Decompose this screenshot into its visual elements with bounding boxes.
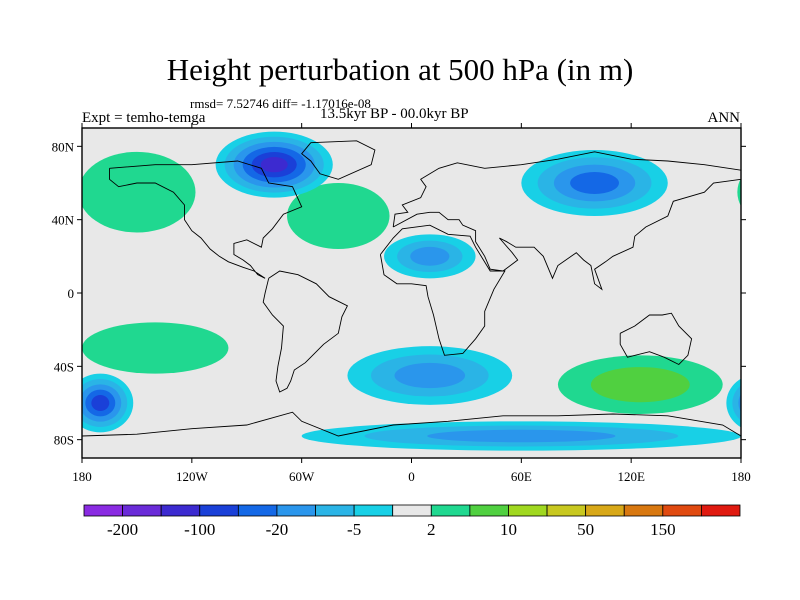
- n-pacific-high-contour: [737, 178, 741, 207]
- lon-tick-label: 120W: [176, 469, 209, 484]
- plot-title: Height perturbation at 500 hPa (in m): [166, 52, 634, 87]
- lat-tick-label: 0: [68, 286, 75, 301]
- sw-pacific-low-contour: [732, 385, 741, 421]
- antarctic-low-contour: [427, 429, 616, 443]
- colorbar-swatch: [469, 504, 509, 517]
- coast-greenland: [301, 140, 376, 180]
- colorbar-swatch: [392, 504, 432, 517]
- colorbar-swatch: [623, 504, 664, 517]
- n-america-low-contour: [260, 157, 288, 173]
- colorbar-label: 2: [427, 520, 436, 539]
- colorbar-swatch: [315, 504, 355, 517]
- n-africa-low-contour: [410, 246, 450, 266]
- colorbar-label: 50: [577, 520, 594, 539]
- colorbar-label: -5: [347, 520, 361, 539]
- colorbar-swatch: [122, 504, 162, 517]
- colorbar-swatch: [430, 504, 471, 517]
- colorbar-swatch: [701, 504, 741, 517]
- n-atlantic-ridge-contour: [287, 183, 390, 249]
- lat-tick-label: 40S: [54, 359, 74, 374]
- s-pacific-high-contour: [82, 322, 229, 374]
- lon-tick-label: 60E: [511, 469, 532, 484]
- colorbar-swatch: [662, 504, 702, 517]
- lat-tick-label: 80N: [52, 139, 75, 154]
- colorbar-swatch: [546, 504, 587, 517]
- s-atlantic-low-contour: [394, 362, 466, 389]
- experiment-label: Expt = temho-temga: [82, 110, 206, 126]
- lat-tick-label: 80S: [54, 433, 74, 448]
- colorbar-swatch: [276, 504, 316, 517]
- indian-ocean-high-contour: [590, 367, 690, 403]
- contour-field: [82, 131, 741, 451]
- coast-antarctica: [82, 411, 741, 437]
- colorbar-swatch: [585, 504, 625, 517]
- colorbar-swatch: [353, 504, 394, 517]
- lat-tick-label: 40N: [52, 213, 75, 228]
- lon-tick-label: 60W: [289, 469, 315, 484]
- period-label: 13.5kyr BP - 00.0kyr BP: [320, 106, 469, 122]
- colorbar-swatch: [160, 504, 201, 517]
- lon-tick-label: 180: [72, 469, 92, 484]
- colorbar-swatch: [83, 504, 123, 517]
- colorbar-label: -200: [107, 520, 138, 539]
- n-pacific-high-contour: [82, 151, 196, 233]
- colorbar-label: -20: [266, 520, 289, 539]
- colorbar-label: 150: [650, 520, 676, 539]
- colorbar-swatch: [508, 504, 548, 517]
- siberia-low-contour: [570, 172, 619, 194]
- colorbar-swatch: [237, 504, 278, 517]
- lon-tick-label: 180: [731, 469, 751, 484]
- coast-south-america: [262, 270, 349, 393]
- coast-australia: [619, 312, 693, 366]
- lon-tick-label: 0: [408, 469, 415, 484]
- colorbar-label: -100: [184, 520, 215, 539]
- colorbar-swatch: [199, 504, 239, 517]
- statistics-text: rmsd= 7.52746 diff= -1.17016e-08: [190, 96, 371, 111]
- season-label: ANN: [707, 110, 741, 126]
- coast-eurasia: [392, 151, 741, 291]
- lon-tick-label: 120E: [617, 469, 645, 484]
- coast-north-america: [109, 160, 303, 279]
- sw-pacific-low-contour: [91, 395, 110, 411]
- sw-pacific-low-contour: [738, 393, 741, 413]
- colorbar-label: 10: [500, 520, 517, 539]
- coast-africa: [379, 224, 506, 356]
